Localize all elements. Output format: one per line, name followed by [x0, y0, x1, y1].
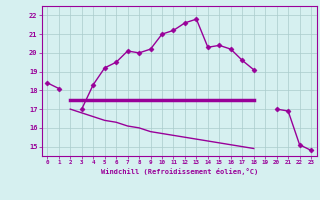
- X-axis label: Windchill (Refroidissement éolien,°C): Windchill (Refroidissement éolien,°C): [100, 168, 258, 175]
